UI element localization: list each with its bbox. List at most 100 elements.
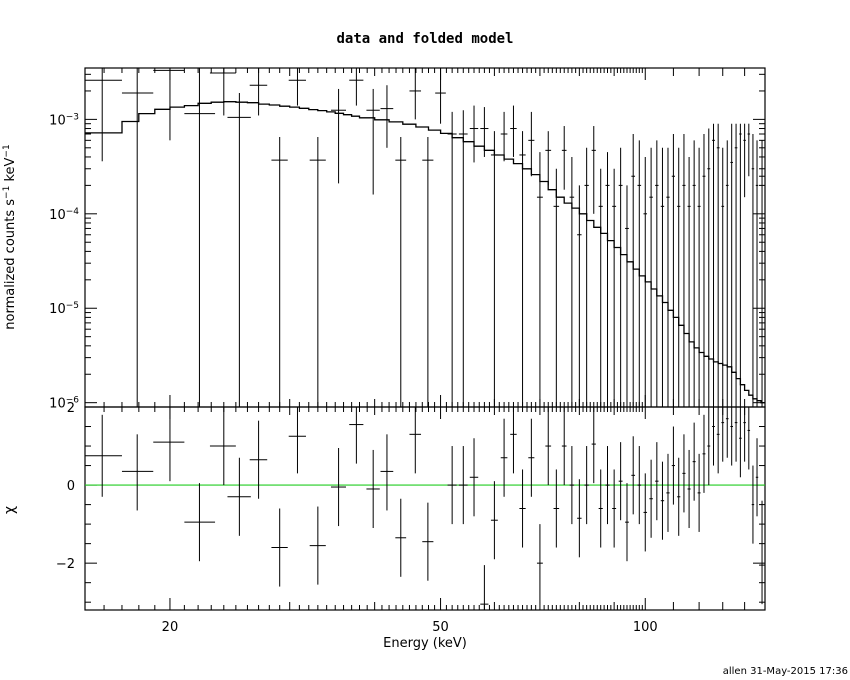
top-y-tick-label: 10−4	[49, 207, 79, 223]
residual-point	[612, 469, 617, 548]
residual-point	[366, 449, 380, 529]
residual-point	[712, 407, 715, 466]
data-point	[759, 140, 765, 407]
residual-point	[458, 446, 468, 525]
residual-point	[447, 446, 457, 525]
residual-point	[692, 422, 696, 501]
data-point	[712, 123, 715, 407]
data-points	[85, 68, 765, 407]
top-y-tick-label: 10−5	[49, 301, 79, 317]
residual-point	[747, 407, 751, 470]
data-point	[561, 126, 567, 190]
residual-points	[85, 407, 765, 610]
data-point	[649, 147, 653, 407]
data-point	[660, 147, 665, 407]
residual-point	[677, 457, 681, 536]
data-point	[637, 140, 642, 407]
residual-point	[591, 407, 596, 484]
data-point	[249, 68, 268, 116]
residual-point	[671, 426, 676, 505]
residual-point	[153, 407, 185, 482]
data-point	[447, 111, 457, 407]
data-point	[739, 123, 742, 407]
data-point	[721, 147, 725, 407]
data-point	[612, 168, 617, 407]
data-point	[553, 168, 560, 407]
top-y-tick-label: 10−6	[49, 396, 79, 412]
data-point	[743, 123, 746, 198]
data-point	[625, 185, 629, 407]
top-y-axis-label: normalized counts s−1 keV−1	[2, 144, 18, 329]
data-point	[618, 147, 623, 407]
data-point	[682, 134, 686, 407]
residual-point	[490, 481, 498, 560]
residual-point	[743, 407, 746, 462]
residual-point	[545, 407, 552, 486]
data-point	[697, 147, 701, 407]
data-point	[528, 111, 535, 177]
model-curve	[85, 101, 765, 404]
chart-title: data and folded model	[336, 31, 513, 47]
bottom-y-tick-label: −2	[56, 557, 75, 572]
residual-point	[500, 418, 508, 497]
data-point	[309, 137, 326, 407]
data-point	[666, 147, 670, 407]
data-point	[751, 134, 755, 407]
residual-point	[528, 418, 535, 497]
residual-point	[480, 565, 489, 610]
residual-point	[561, 407, 567, 486]
data-point	[380, 85, 394, 148]
residual-point	[121, 434, 154, 511]
data-point	[598, 168, 603, 407]
residual-point	[721, 407, 725, 462]
data-point	[643, 156, 648, 407]
residual-point	[349, 407, 364, 464]
data-point	[288, 68, 306, 106]
residual-point	[553, 469, 560, 548]
residual-point	[725, 407, 729, 458]
residual-point	[637, 446, 642, 525]
data-point	[227, 93, 251, 407]
data-point	[366, 88, 380, 195]
residual-point	[751, 465, 755, 544]
data-point	[687, 156, 691, 407]
residual-point	[309, 506, 326, 585]
residual-point	[422, 502, 434, 581]
residual-point	[271, 508, 288, 587]
data-point	[655, 140, 659, 407]
residual-point	[536, 524, 543, 603]
data-point	[536, 152, 543, 407]
data-point	[409, 68, 422, 120]
data-point	[605, 152, 610, 407]
data-point	[458, 110, 468, 407]
data-point	[671, 134, 676, 407]
residual-point	[643, 473, 648, 552]
residual-point	[380, 434, 394, 511]
residual-point	[85, 414, 122, 497]
data-point	[725, 140, 729, 407]
residual-point	[598, 469, 603, 548]
data-point	[584, 147, 589, 407]
residual-point	[697, 453, 701, 532]
residual-point	[716, 407, 720, 474]
data-point	[500, 111, 508, 162]
x-tick-label: 20	[162, 620, 179, 635]
residual-point	[739, 407, 742, 478]
residual-point	[734, 407, 738, 462]
residual-point	[631, 436, 636, 515]
bottom-y-tick-label: 0	[67, 479, 75, 494]
data-point	[271, 137, 288, 407]
data-point	[734, 123, 738, 407]
x-axis-label: Energy (keV)	[383, 636, 467, 651]
data-point	[716, 123, 720, 407]
timestamp-footer: allen 31-May-2015 17:36	[723, 666, 848, 677]
residual-point	[618, 442, 623, 521]
data-point	[707, 128, 711, 407]
residual-point	[469, 438, 479, 517]
bottom-y-axis-label: χ	[2, 506, 18, 514]
residual-point	[330, 447, 346, 527]
residual-point	[184, 483, 216, 562]
data-point	[591, 126, 596, 214]
top-y-tick-label: 10−3	[49, 112, 79, 128]
data-point	[677, 147, 681, 407]
